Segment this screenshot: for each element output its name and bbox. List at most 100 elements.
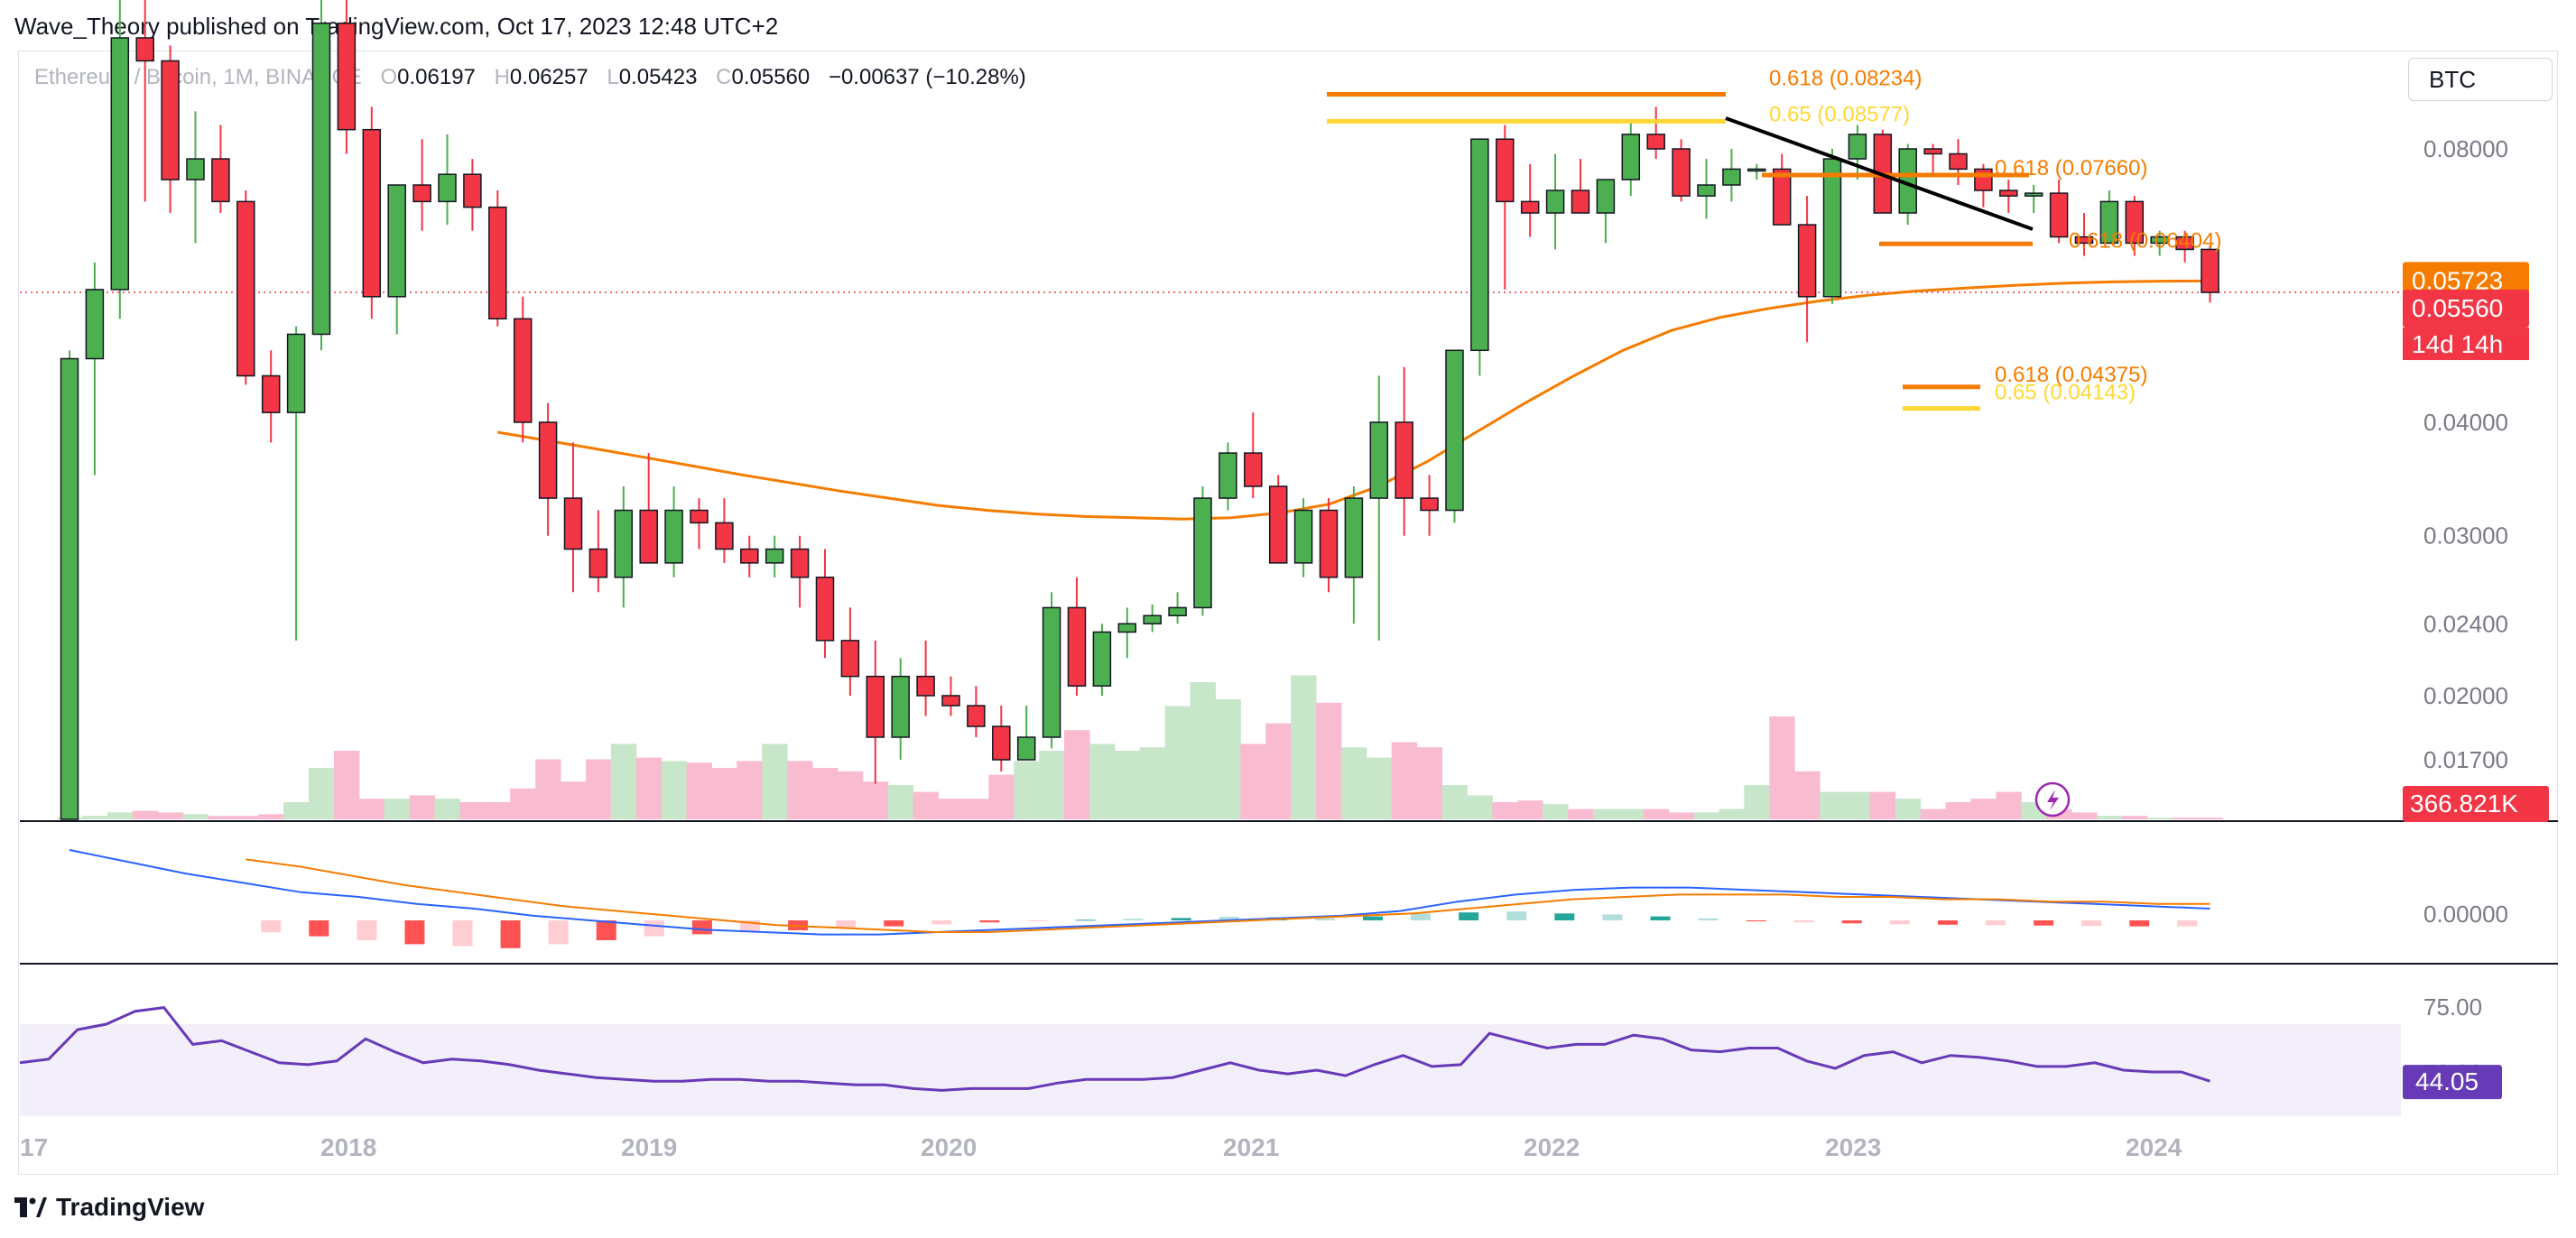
volume-bar — [2071, 812, 2098, 819]
moving-average-line — [497, 279, 2210, 521]
candle-down — [1923, 148, 1942, 155]
volume-bar — [2096, 816, 2123, 819]
candle-up — [2099, 200, 2119, 245]
candle-down — [236, 200, 255, 377]
volume-bar — [635, 757, 663, 819]
volume-bar — [510, 788, 536, 819]
volume-bar — [737, 761, 763, 819]
volume-bar — [434, 799, 460, 819]
volume-bar — [1039, 751, 1065, 819]
candle-down — [2074, 236, 2094, 245]
publisher-line: Wave_Theory published on TradingView.com… — [14, 13, 779, 40]
low-value: 0.05423 — [618, 65, 698, 89]
price-axis-label: 0.02400 — [2423, 610, 2508, 637]
volume-bar — [1467, 795, 1493, 819]
candle-down — [2175, 236, 2194, 251]
candle-up — [311, 23, 331, 336]
macd-histogram-bar — [2081, 920, 2102, 927]
candle-down — [1496, 138, 1515, 203]
candle-up — [1369, 421, 1389, 499]
trend-line — [1725, 116, 2034, 231]
high-key: H — [494, 65, 510, 89]
volume-bar — [1794, 771, 1821, 819]
volume-bar — [1366, 757, 1393, 819]
candle-down — [337, 23, 357, 131]
volume-bar — [2121, 816, 2148, 819]
volume-bar — [409, 795, 436, 819]
time-axis-label: 2024 — [2126, 1133, 2182, 1161]
candle-down — [463, 173, 482, 208]
volume-bar — [1719, 808, 1745, 819]
candle-up — [1596, 179, 1616, 214]
candle-down — [1420, 497, 1439, 512]
candle-up — [2150, 236, 2169, 245]
candle-down — [639, 509, 658, 564]
candle-down — [690, 509, 709, 524]
volume-bar — [787, 761, 813, 819]
high-value: 0.06257 — [509, 65, 588, 89]
volume-bar — [1089, 744, 1116, 819]
fib-level-label: 0.618 (0.04375) — [1995, 363, 2147, 387]
volume-bar — [208, 816, 234, 819]
fib-level-label: 0.65 (0.08577) — [1769, 102, 1910, 126]
candle-down — [161, 60, 180, 180]
volume-bar — [1693, 812, 1719, 819]
candle-down — [1797, 224, 1817, 298]
candle-up — [1545, 189, 1565, 214]
time-axis-label: 2021 — [1223, 1133, 1279, 1161]
tradingview-brand: TradingView — [56, 1193, 205, 1221]
currency-button[interactable]: BTC — [2408, 58, 2553, 101]
change-value: −0.00637 (−10.28%) — [828, 65, 1026, 89]
macd-histogram-bar — [1075, 919, 1096, 921]
candle-down — [941, 695, 960, 707]
volume-bar — [1617, 808, 1645, 819]
symbol-title[interactable]: Ethereum / Bitcoin, 1M, BINANCE — [34, 65, 362, 89]
volume-bar — [561, 781, 587, 819]
candle-down — [563, 497, 583, 550]
macd-histogram-bar — [836, 920, 857, 928]
volume-bar — [358, 799, 385, 819]
candle-up — [1168, 606, 1187, 617]
tradingview-footer[interactable]: TradingView — [14, 1193, 204, 1222]
candle-down — [1974, 168, 1993, 191]
candle-down — [2201, 248, 2219, 293]
macd-histogram-bar — [548, 920, 569, 945]
volume-bar — [963, 799, 989, 819]
candle-up — [764, 548, 784, 564]
price-axis-label: 0.01700 — [2423, 746, 2508, 773]
rsi-value-badge — [2403, 1065, 2502, 1100]
volume-bar — [1316, 702, 1342, 819]
candle-up — [1016, 736, 1036, 761]
macd-histogram-bar — [2034, 920, 2054, 926]
price-axis-label: 0.04000 — [2423, 409, 2508, 436]
macd-histogram-bar — [1554, 913, 1575, 920]
macd-histogram-bar — [644, 920, 664, 937]
candle-up — [1848, 134, 1867, 160]
volume-bar — [333, 751, 360, 819]
time-axis-label: 2023 — [1825, 1133, 1881, 1161]
volume-bar — [1769, 716, 1795, 819]
macd-line — [69, 849, 2210, 936]
macd-histogram-bar — [1027, 920, 1048, 922]
macd-histogram-bar — [357, 920, 377, 940]
candle-down — [538, 421, 558, 499]
candle-up — [110, 37, 130, 291]
volume-bar — [1139, 747, 1166, 819]
price-badge — [2403, 290, 2529, 328]
volume-bar — [384, 799, 411, 819]
volume-bar — [1744, 785, 1770, 819]
volume-bar — [1920, 808, 1947, 819]
candle-down — [1520, 200, 1540, 214]
candle-up — [1722, 168, 1741, 186]
volume-bar — [1568, 808, 1594, 819]
volume-bar — [837, 771, 864, 819]
time-axis-label: 2019 — [621, 1133, 677, 1161]
time-axis-label: 17 — [20, 1133, 48, 1161]
volume-bar — [1869, 791, 1896, 819]
candle-up — [60, 357, 79, 820]
candle-down — [1067, 606, 1087, 687]
candle-up — [387, 184, 406, 298]
volume-bar — [887, 785, 914, 819]
candle-up — [664, 509, 683, 564]
